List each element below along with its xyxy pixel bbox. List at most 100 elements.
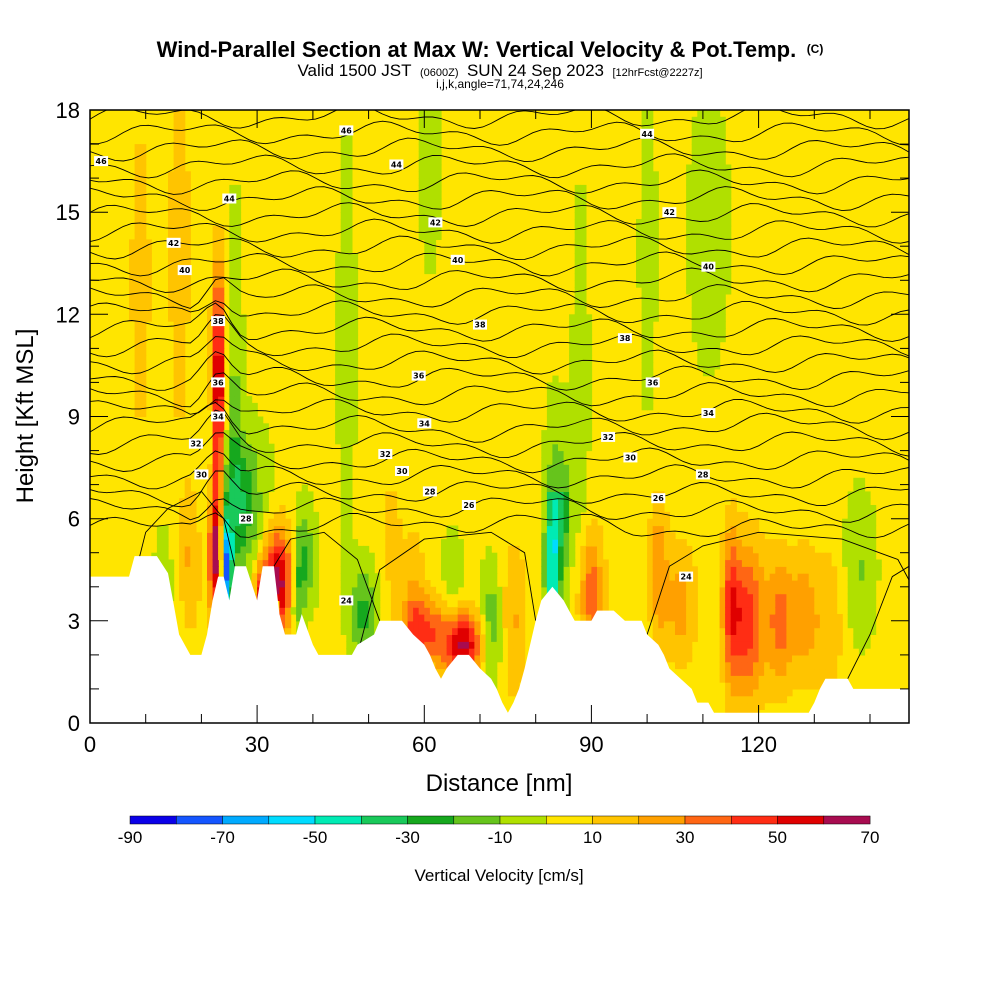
colorbar-title: Vertical Velocity [cm/s] <box>414 866 583 885</box>
velocity-cell <box>234 498 242 506</box>
velocity-cell <box>669 552 676 561</box>
velocity-cell <box>831 614 838 622</box>
velocity-cell <box>814 682 821 690</box>
velocity-cell <box>546 552 554 561</box>
velocity-cell <box>424 116 431 125</box>
velocity-cell <box>758 682 765 690</box>
velocity-cell <box>647 545 654 554</box>
velocity-cell <box>563 423 570 431</box>
velocity-cell <box>708 212 715 220</box>
velocity-cell <box>652 586 659 595</box>
velocity-cell <box>435 607 442 615</box>
velocity-cell <box>803 580 810 588</box>
velocity-cell <box>803 586 810 595</box>
velocity-cell <box>702 130 710 138</box>
velocity-cell <box>184 580 191 588</box>
velocity-cell <box>702 362 710 370</box>
velocity-cell <box>168 266 175 275</box>
velocity-cell <box>168 280 175 288</box>
velocity-cell <box>552 382 559 390</box>
velocity-cell <box>229 314 236 322</box>
velocity-cell <box>418 110 425 118</box>
velocity-cell <box>340 328 347 336</box>
velocity-cell <box>346 471 353 479</box>
velocity-cell <box>792 593 799 601</box>
velocity-cell <box>296 566 303 574</box>
velocity-cell <box>218 334 225 343</box>
velocity-cell <box>496 614 503 622</box>
velocity-cell <box>714 259 721 268</box>
velocity-cell <box>435 593 442 601</box>
velocity-cell <box>496 600 503 608</box>
velocity-cell <box>569 436 576 445</box>
velocity-cell <box>814 593 821 601</box>
velocity-cell <box>680 614 687 622</box>
velocity-cell <box>558 457 565 465</box>
velocity-cell <box>741 641 749 649</box>
velocity-cell <box>179 552 186 561</box>
velocity-cell <box>585 430 593 438</box>
velocity-cell <box>234 184 242 193</box>
velocity-cell <box>173 300 180 309</box>
velocity-cell <box>585 525 593 533</box>
velocity-cell <box>357 573 364 581</box>
velocity-cell <box>686 648 693 656</box>
velocity-cell <box>173 328 180 336</box>
velocity-cell <box>808 586 815 595</box>
velocity-cell <box>691 253 698 261</box>
contour-label-bg <box>339 125 354 136</box>
velocity-cell <box>808 654 815 663</box>
velocity-cell <box>725 607 732 615</box>
velocity-cell <box>435 600 442 608</box>
velocity-cell <box>307 511 314 520</box>
velocity-cell <box>346 368 353 377</box>
velocity-cell <box>340 300 347 309</box>
velocity-cell <box>184 259 191 268</box>
velocity-cell <box>847 593 854 601</box>
velocity-cell <box>697 205 704 213</box>
velocity-cell <box>541 566 548 574</box>
velocity-cell <box>351 634 359 642</box>
velocity-cell <box>558 450 565 458</box>
velocity-cell <box>697 212 704 220</box>
velocity-cell <box>429 586 437 595</box>
velocity-cell <box>140 402 147 411</box>
velocity-cell <box>747 661 754 670</box>
velocity-cell <box>736 627 743 635</box>
velocity-cell <box>725 191 732 200</box>
velocity-cell <box>240 314 247 322</box>
velocity-cell <box>563 580 570 588</box>
velocity-cell <box>825 607 832 615</box>
velocity-cell <box>769 559 776 567</box>
velocity-cell <box>563 484 570 492</box>
velocity-cell <box>207 539 214 547</box>
velocity-cell <box>697 293 704 302</box>
velocity-cell <box>134 266 141 275</box>
velocity-cell <box>580 491 587 499</box>
velocity-cell <box>507 675 515 683</box>
velocity-cell <box>708 191 715 200</box>
velocity-cell <box>390 539 398 547</box>
velocity-cell <box>780 627 788 635</box>
velocity-cell <box>385 525 392 533</box>
velocity-cell <box>507 627 515 635</box>
velocity-cell <box>179 362 186 370</box>
velocity-cell <box>780 600 788 608</box>
velocity-cell <box>207 355 214 363</box>
velocity-cell <box>808 559 815 567</box>
velocity-cell <box>346 436 353 445</box>
velocity-cell <box>591 552 598 561</box>
velocity-cell <box>195 573 203 581</box>
velocity-cell <box>641 266 648 275</box>
velocity-cell <box>257 532 264 540</box>
velocity-cell <box>156 552 164 561</box>
colorbar-tick-label: -50 <box>303 828 328 847</box>
velocity-cell <box>864 498 871 506</box>
velocity-cell <box>184 191 191 200</box>
velocity-cell <box>429 137 437 145</box>
velocity-cell <box>229 511 236 520</box>
velocity-cell <box>184 205 191 213</box>
velocity-cell <box>190 552 197 561</box>
velocity-cell <box>797 620 804 629</box>
velocity-cell <box>179 328 186 336</box>
